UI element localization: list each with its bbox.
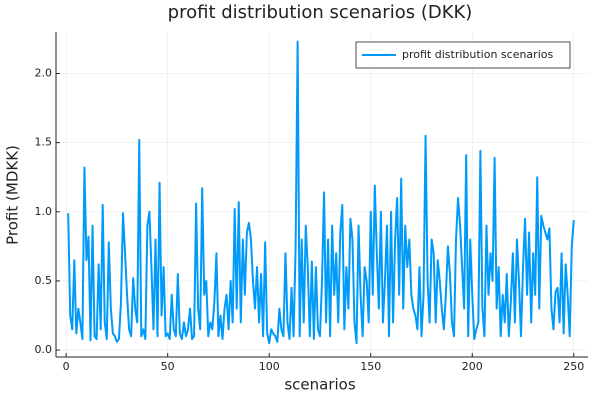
x-tick-label: 100: [259, 360, 280, 373]
y-tick-label: 1.0: [35, 205, 53, 218]
x-tick-label: 150: [360, 360, 381, 373]
x-tick-label: 50: [161, 360, 175, 373]
y-axis-label: Profit (MDKK): [4, 145, 22, 245]
y-tick-label: 1.5: [35, 136, 53, 149]
y-tick-label: 2.0: [35, 66, 53, 79]
line-series: [67, 40, 575, 345]
x-tick-label: 0: [63, 360, 70, 373]
legend-label: profit distribution scenarios: [402, 48, 553, 61]
chart-title: profit distribution scenarios (DKK): [168, 2, 473, 23]
y-tick-label: 0.5: [35, 274, 53, 287]
x-tick-label: 200: [462, 360, 483, 373]
x-tick-label: 250: [563, 360, 584, 373]
x-axis-label: scenarios: [284, 376, 356, 394]
y-tick-label: 0.0: [35, 343, 53, 356]
